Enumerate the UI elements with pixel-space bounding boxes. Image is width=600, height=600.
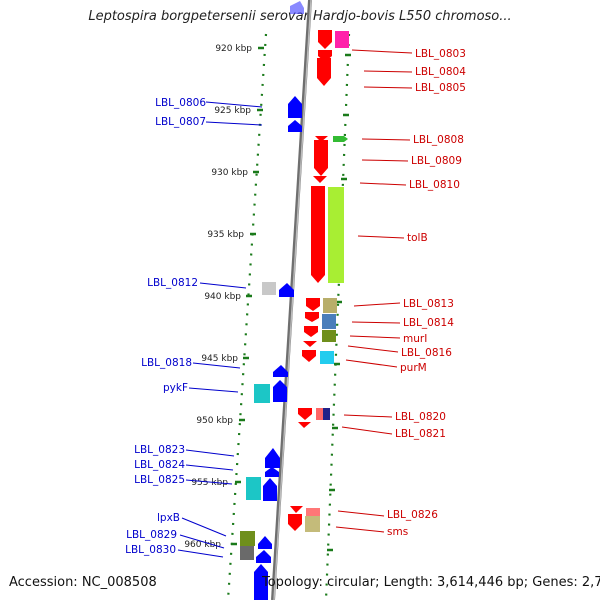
gene-label-left[interactable]: lpxB xyxy=(157,512,180,524)
gene-label-left[interactable]: LBL_0824 xyxy=(134,459,185,471)
gene-label-left[interactable]: LBL_0807 xyxy=(155,116,206,128)
gene-lbl-0816[interactable] xyxy=(303,341,317,347)
gene-lbl-0814-steel[interactable] xyxy=(322,314,336,329)
gene-lbl-0809[interactable] xyxy=(314,140,328,176)
gene-lbl-0808-red[interactable] xyxy=(315,136,328,142)
gene-label-right[interactable]: LBL_0805 xyxy=(415,82,466,94)
gene-label-left[interactable]: LBL_0829 xyxy=(126,529,177,541)
gene-label-left[interactable]: LBL_0830 xyxy=(125,544,176,556)
gene-label-right[interactable]: LBL_0804 xyxy=(415,66,466,78)
genome-axis-highlight xyxy=(273,0,312,600)
gene-label-right[interactable]: LBL_0803 xyxy=(415,48,466,60)
gene-top-reverse[interactable] xyxy=(290,1,304,14)
gene-lbl-0812[interactable] xyxy=(279,283,294,297)
gene-sms-tan[interactable] xyxy=(305,516,320,532)
gene-label-right[interactable]: LBL_0809 xyxy=(411,155,462,167)
gene-lbl-0825-cyan[interactable] xyxy=(246,477,261,500)
gene-lbl-0806[interactable] xyxy=(288,96,302,118)
gene-label-right[interactable]: sms xyxy=(387,526,408,538)
gene-bottom-reverse[interactable] xyxy=(254,564,268,600)
gene-lbl-0808[interactable] xyxy=(333,136,348,142)
gene-label-right[interactable]: LBL_0810 xyxy=(409,179,460,191)
gene-lbl-0824[interactable] xyxy=(265,467,279,477)
gene-label-right[interactable]: LBL_0820 xyxy=(395,411,446,423)
gene-lbl-0807[interactable] xyxy=(288,120,302,132)
gene-label-left[interactable]: LBL_0812 xyxy=(147,277,198,289)
gene-label-right[interactable]: LBL_0826 xyxy=(387,509,438,521)
gene-purm-cyan[interactable] xyxy=(320,351,334,364)
gene-label-right[interactable]: LBL_0813 xyxy=(403,298,454,310)
ruler-label: 935 kbp xyxy=(207,230,244,240)
gene-lbl-0830[interactable] xyxy=(258,536,272,549)
gene-label-left[interactable]: LBL_0823 xyxy=(134,444,185,456)
ruler-label: 920 kbp xyxy=(215,44,252,54)
gene-lbl-0813-tan[interactable] xyxy=(323,298,337,313)
gene-label-left[interactable]: LBL_0818 xyxy=(141,357,192,369)
gene-lbl-0820-salmon[interactable] xyxy=(316,408,323,420)
gene-label-right[interactable]: LBL_0821 xyxy=(395,428,446,440)
gene-lbl-0829[interactable] xyxy=(240,546,254,560)
gene-lbl-0826-pink[interactable] xyxy=(306,508,320,516)
gene-lbl-0812-grey[interactable] xyxy=(262,282,276,295)
gene-muri-olive[interactable] xyxy=(322,330,336,342)
gene-sms[interactable] xyxy=(288,514,302,531)
left-callouts xyxy=(177,101,263,558)
gene-lbl-0820[interactable] xyxy=(298,408,312,420)
accession-text: Accession: NC_008508 xyxy=(9,575,157,590)
gene-lbl-0810[interactable] xyxy=(311,186,325,283)
ruler-label: 955 kbp xyxy=(191,478,228,488)
ruler-label: 960 kbp xyxy=(184,540,221,550)
topology-text: Topology: circular; Length: 3,614,446 bp… xyxy=(262,575,600,590)
gene-lbl-0803-pink[interactable] xyxy=(335,31,349,48)
gene-label-right[interactable]: tolB xyxy=(407,232,428,244)
gene-lbl-0813[interactable] xyxy=(306,298,320,311)
gene-label-right[interactable]: LBL_0808 xyxy=(413,134,464,146)
gene-label-right[interactable]: purM xyxy=(400,362,427,374)
gene-lbl-0814[interactable] xyxy=(305,312,319,322)
gene-lbl-0803[interactable] xyxy=(318,30,332,49)
ruler-label: 940 kbp xyxy=(204,292,241,302)
gene-lbl-0826[interactable] xyxy=(290,506,303,513)
reverse-strand-genes xyxy=(240,1,304,600)
gene-lbl-0830b[interactable] xyxy=(256,550,271,563)
gene-lbl-0805[interactable] xyxy=(317,58,331,86)
ruler-label: 930 kbp xyxy=(211,168,248,178)
gene-purm[interactable] xyxy=(302,350,316,362)
map-title: Leptospira borgpetersenii serovar Hardjo… xyxy=(88,9,512,24)
gene-pykf-cyan[interactable] xyxy=(254,384,270,403)
gene-lbl-0821[interactable] xyxy=(298,422,311,428)
gene-lbl-0818[interactable] xyxy=(273,365,288,377)
gene-label-right[interactable]: LBL_0816 xyxy=(401,347,452,359)
right-callouts xyxy=(335,49,413,533)
genome-axis xyxy=(271,0,312,600)
ruler-label: 950 kbp xyxy=(196,416,233,426)
gene-label-left[interactable]: LBL_0825 xyxy=(134,474,185,486)
gene-lbl-0820-navy[interactable] xyxy=(323,408,330,420)
gene-lbl-0823[interactable] xyxy=(265,448,280,468)
ruler-label: 925 kbp xyxy=(214,106,251,116)
forward-strand-genes xyxy=(288,30,349,532)
gene-lpxb[interactable] xyxy=(240,531,255,546)
left-guide-line xyxy=(226,33,268,600)
gene-label-right[interactable]: murI xyxy=(403,333,427,345)
gene-label-left[interactable]: LBL_0806 xyxy=(155,97,206,109)
gene-label-left[interactable]: pykF xyxy=(163,382,188,394)
gene-tolb[interactable] xyxy=(328,187,344,283)
ruler-label: 945 kbp xyxy=(201,354,238,364)
gene-label-right[interactable]: LBL_0814 xyxy=(403,317,454,329)
gene-lbl-0825[interactable] xyxy=(263,478,277,501)
gene-pykf[interactable] xyxy=(273,380,287,402)
gene-lbl-0809b[interactable] xyxy=(313,176,327,183)
gene-muri[interactable] xyxy=(304,326,318,337)
